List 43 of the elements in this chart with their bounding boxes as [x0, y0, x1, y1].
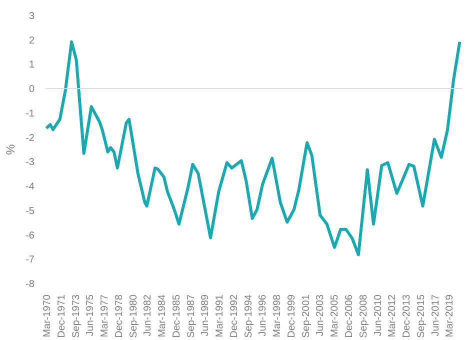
y-tick-label: -8 [26, 279, 35, 290]
x-tick-label: Jun-1982 [142, 294, 154, 336]
x-tick-label: Jun-1975 [85, 294, 96, 336]
x-tick-label: Mar-1998 [272, 294, 284, 338]
x-tick-label: Dec-1971 [56, 294, 68, 338]
x-tick-label: Jun-2017 [430, 294, 442, 336]
x-tick-label: Mar-2005 [330, 294, 341, 338]
x-tick-label: Dec-2013 [402, 294, 413, 338]
y-tick-label: 0 [28, 84, 35, 96]
y-tick-label: -3 [26, 157, 35, 168]
x-tick-label: Mar-1970 [42, 294, 54, 338]
x-tick-label: Dec-1992 [228, 294, 240, 338]
y-tick-label: 2 [28, 35, 35, 46]
x-tick-label: Sep-1994 [243, 294, 254, 338]
x-tick-label: Jun-2003 [315, 294, 326, 336]
line-series [46, 40, 462, 256]
x-tick-label: Sep-1973 [70, 294, 82, 338]
x-tick-label: Dec-1999 [286, 294, 298, 338]
x-tick-label: Mar-2012 [387, 294, 398, 338]
y-tick-label: -6 [26, 230, 35, 242]
y-tick-label: 3 [28, 11, 35, 22]
y-tick-label: -7 [26, 254, 35, 266]
x-tick-label: Mar-1977 [100, 294, 111, 338]
x-tick-label: Mar-1991 [214, 294, 226, 338]
x-tick-label: Sep-1980 [128, 294, 140, 338]
x-tick-label: Dec-1978 [114, 294, 125, 338]
x-tick-label: Sep-2001 [300, 294, 312, 338]
y-tick-label: -5 [26, 206, 35, 217]
x-tick-label: Sep-2015 [416, 294, 427, 338]
x-tick-label: Jun-1989 [200, 294, 212, 336]
x-tick-label: Mar-2019 [444, 294, 456, 338]
y-tick-label: 1 [28, 60, 35, 71]
x-tick-label: Dec-2006 [344, 294, 356, 338]
x-tick-label: Dec-1985 [171, 294, 182, 338]
x-tick-label: Jun-2010 [372, 294, 384, 336]
y-tick-label: -4 [26, 182, 35, 193]
x-tick-label: Mar-1984 [157, 294, 168, 338]
y-tick-label: -2 [26, 132, 35, 144]
x-tick-label: Sep-2008 [358, 294, 370, 338]
x-tick-label: Sep-1987 [186, 294, 197, 338]
x-tick-label: Jun-1996 [258, 294, 269, 336]
y-tick-label: -1 [26, 108, 35, 120]
y-axis-title: % [4, 144, 18, 155]
